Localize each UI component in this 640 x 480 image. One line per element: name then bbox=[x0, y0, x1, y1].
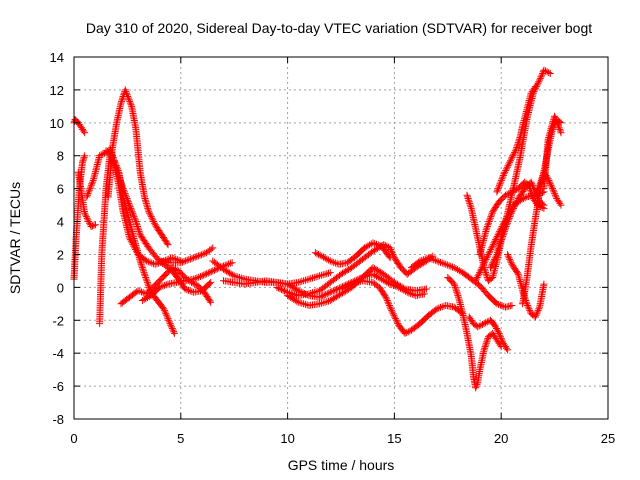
y-tick-label: 6 bbox=[57, 182, 64, 197]
series-s7 bbox=[104, 86, 172, 249]
y-tick-label: 4 bbox=[57, 215, 64, 230]
series-s26 bbox=[519, 116, 565, 308]
series-s24 bbox=[493, 83, 539, 196]
series-points bbox=[408, 254, 516, 311]
y-tick-label: -2 bbox=[52, 313, 64, 328]
series-points bbox=[465, 313, 512, 354]
series-points bbox=[337, 277, 467, 337]
y-tick-label: -6 bbox=[52, 379, 64, 394]
series-s15 bbox=[311, 239, 394, 268]
plot-frame bbox=[73, 56, 609, 420]
y-tick-label: 2 bbox=[57, 247, 64, 262]
y-tick-label: 0 bbox=[57, 280, 64, 295]
series-points bbox=[444, 274, 505, 392]
x-tick-label: 25 bbox=[601, 431, 615, 446]
series-s18 bbox=[444, 274, 505, 392]
series-points bbox=[540, 112, 565, 193]
series-points bbox=[74, 168, 99, 230]
y-tick-label: 10 bbox=[50, 116, 64, 131]
y-axis-label: SDTVAR / TECUs bbox=[7, 182, 23, 294]
series-points bbox=[70, 116, 89, 137]
series-points bbox=[487, 66, 554, 272]
x-tick-label: 10 bbox=[280, 431, 294, 446]
y-tick-label: -8 bbox=[52, 412, 64, 427]
y-tick-label: 8 bbox=[57, 149, 64, 164]
series-points bbox=[493, 83, 539, 196]
series-points bbox=[529, 168, 565, 209]
x-axis-label: GPS time / hours bbox=[288, 457, 395, 473]
y-tick-label: -4 bbox=[52, 346, 64, 361]
y-tick-label: 12 bbox=[50, 83, 64, 98]
series-s6 bbox=[102, 147, 178, 337]
chart-title: Day 310 of 2020, Sidereal Day-to-day VTE… bbox=[86, 20, 592, 36]
series-s28 bbox=[540, 112, 565, 193]
series-s19 bbox=[465, 313, 512, 354]
series-s3 bbox=[74, 168, 99, 230]
series-s17 bbox=[408, 254, 516, 311]
x-tick-label: 15 bbox=[387, 431, 401, 446]
x-tick-label: 20 bbox=[494, 431, 508, 446]
y-tick-label: 14 bbox=[50, 50, 64, 65]
series-s10 bbox=[155, 257, 215, 296]
series-s23 bbox=[487, 66, 554, 272]
x-tick-label: 0 bbox=[70, 431, 77, 446]
series-points bbox=[155, 257, 215, 296]
series-points bbox=[102, 147, 178, 337]
series-s16 bbox=[337, 277, 467, 337]
x-tick-label: 5 bbox=[177, 431, 184, 446]
series-points bbox=[519, 116, 565, 308]
series-points bbox=[311, 239, 394, 268]
series-s27 bbox=[529, 168, 565, 209]
axis-ticks: 0 5 10 15 20 25 -8 -6 -4 -2 0 2 4 6 8 10 12 14 bbox=[50, 50, 616, 446]
series-s1 bbox=[70, 116, 89, 137]
data-marks bbox=[70, 66, 565, 392]
series-points bbox=[104, 86, 172, 249]
